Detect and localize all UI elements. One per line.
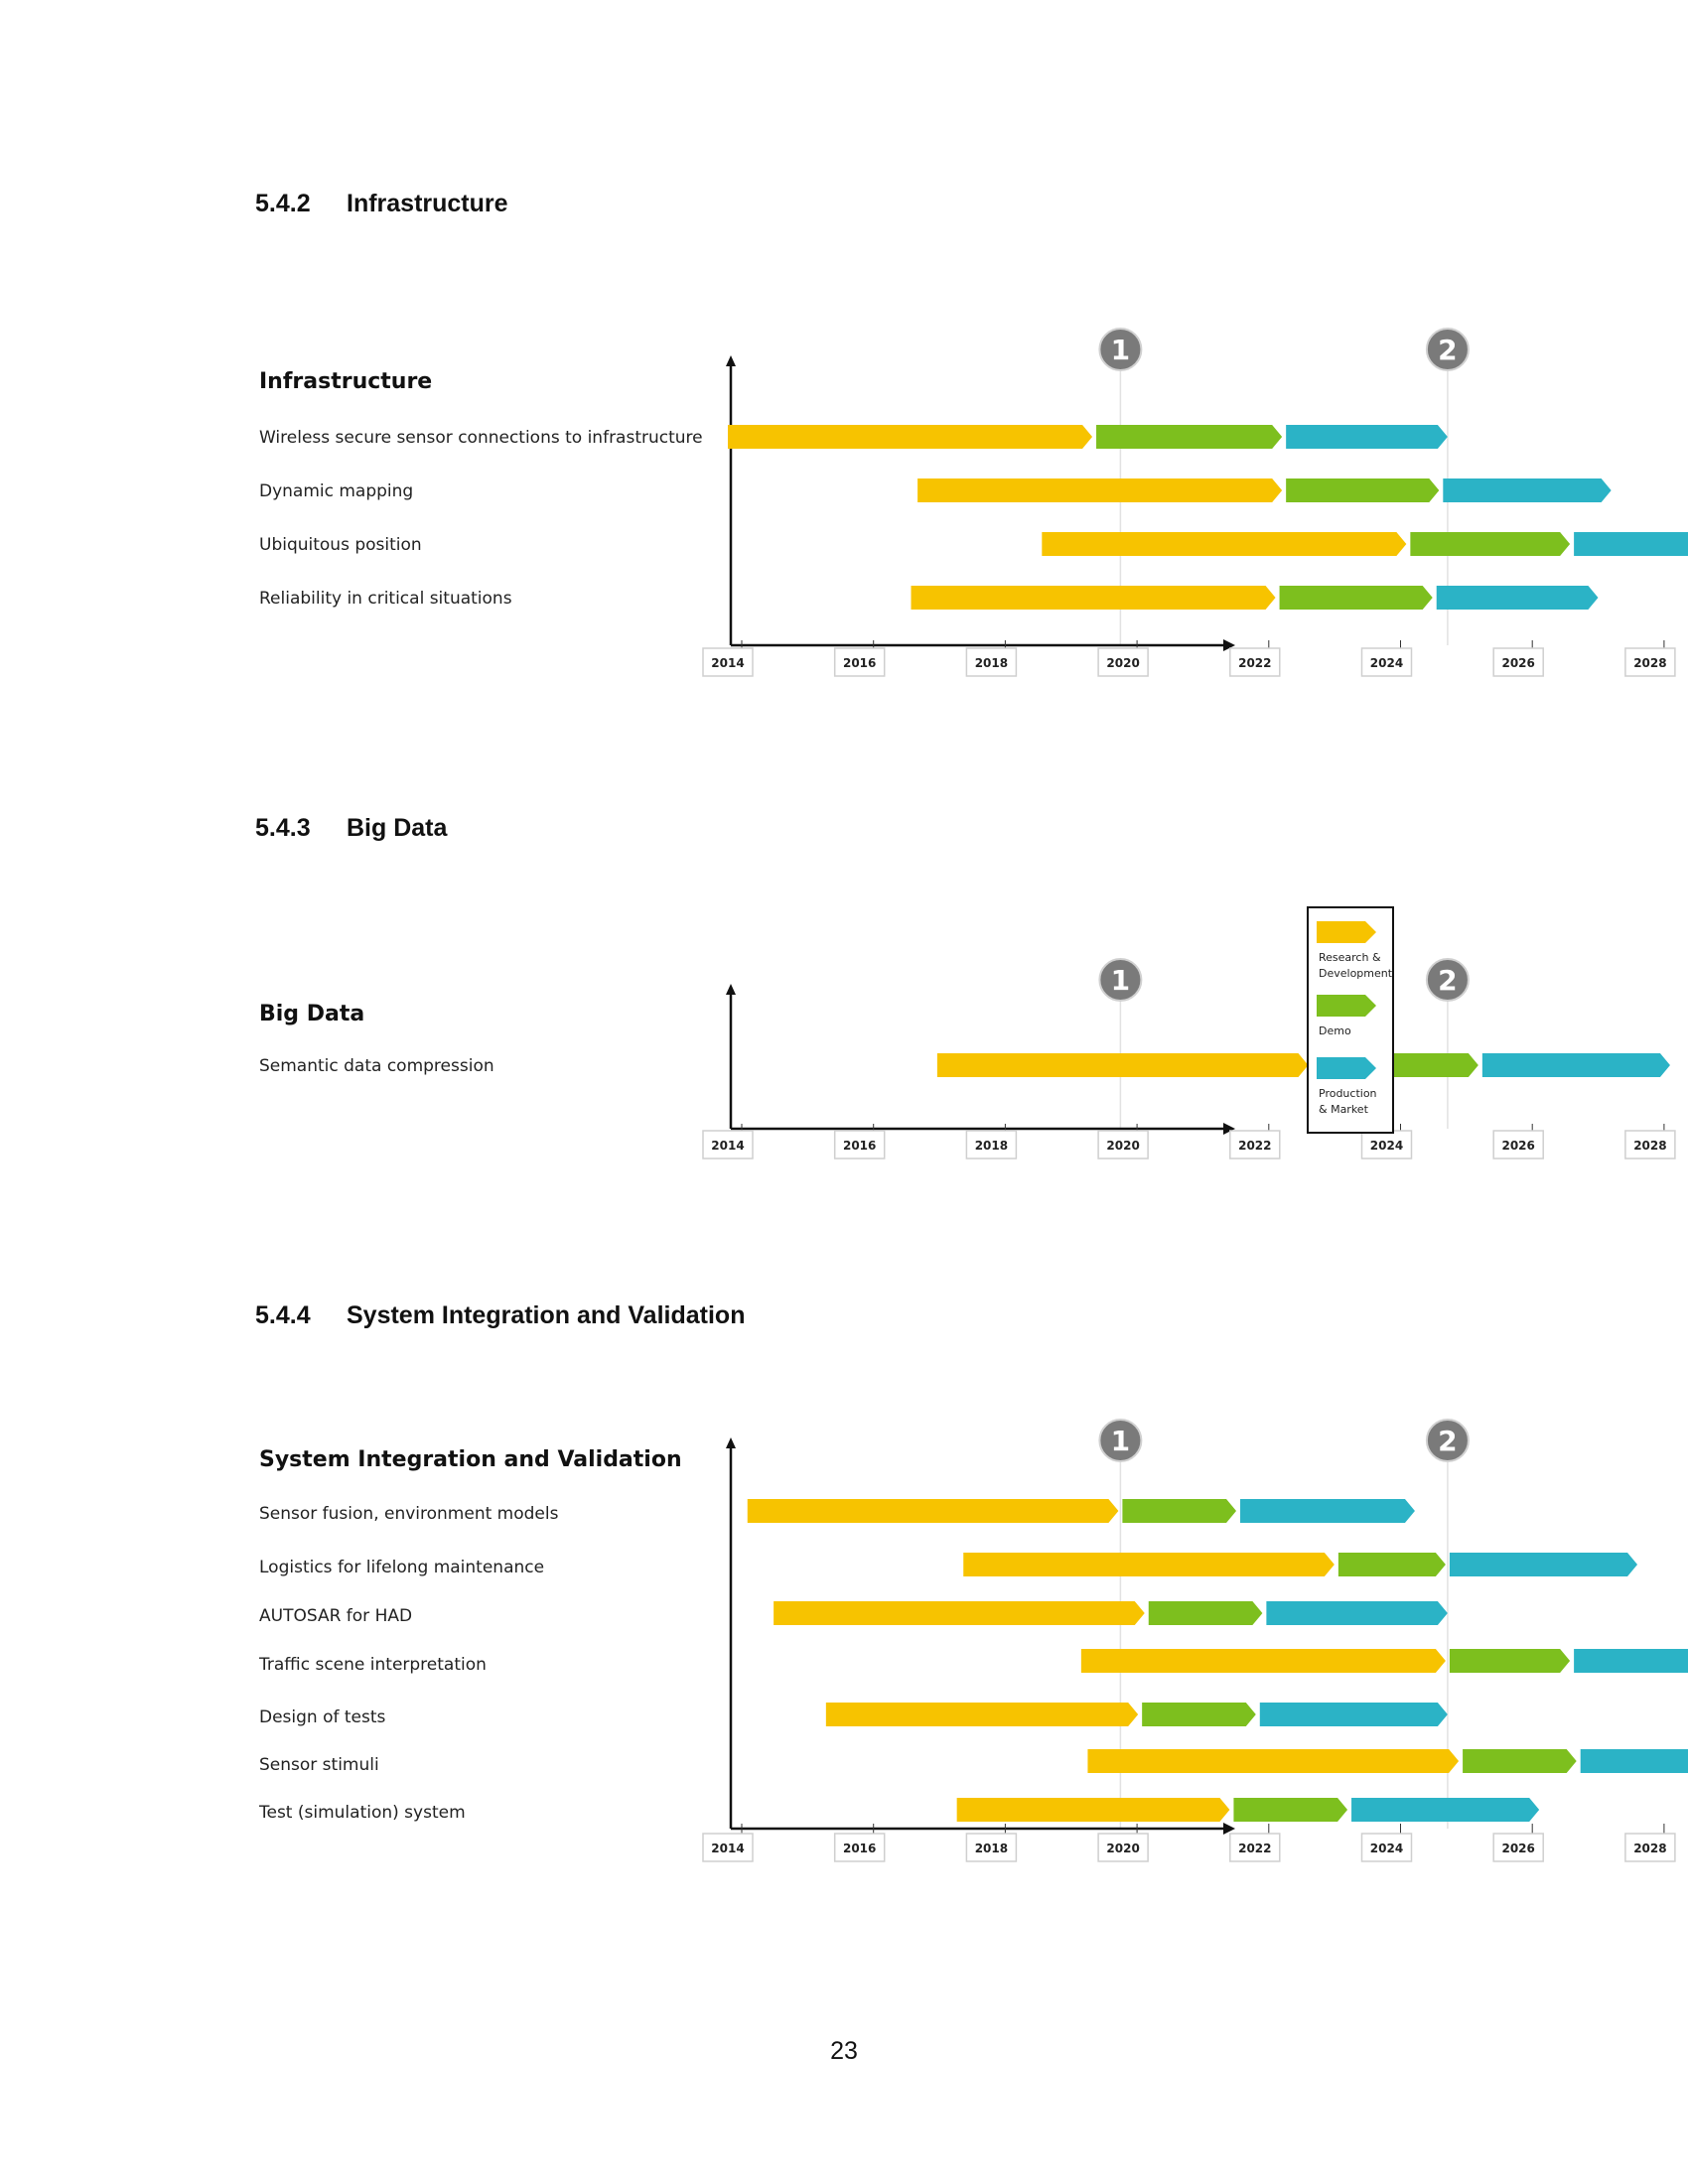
x-tick-label: 2020: [1106, 656, 1139, 670]
milestone-label: 2: [1438, 334, 1457, 366]
x-tick-label: 2018: [975, 1842, 1008, 1855]
bar-demo: [1280, 586, 1433, 610]
bar-demo: [1450, 1649, 1570, 1673]
legend-production-arrow: [1317, 1057, 1376, 1079]
bar-production: [1286, 425, 1448, 449]
milestone-label: 1: [1111, 334, 1130, 366]
bar-research: [774, 1601, 1145, 1625]
bar-demo: [1338, 1553, 1446, 1576]
bar-demo: [1122, 1499, 1236, 1523]
legend-label-research: Research & Development: [1319, 950, 1398, 982]
x-tick-label: 2026: [1501, 656, 1534, 670]
bar-production: [1351, 1798, 1539, 1822]
x-tick-label: 2014: [711, 656, 744, 670]
x-tick-label: 2022: [1238, 656, 1271, 670]
milestone-label: 2: [1438, 964, 1457, 997]
bar-production: [1482, 1053, 1670, 1077]
bar-production: [1443, 478, 1611, 502]
page-number: 23: [0, 2037, 1688, 2066]
legend-research-arrow: [1317, 921, 1376, 943]
x-axis-arrowhead: [1223, 1823, 1235, 1835]
legend-swatch-research: [1317, 921, 1376, 943]
bar-research: [963, 1553, 1335, 1576]
bar-demo: [1286, 478, 1439, 502]
bar-production: [1450, 1553, 1637, 1576]
x-tick-label: 2014: [711, 1842, 744, 1855]
bar-research: [912, 586, 1276, 610]
x-tick-label: 2024: [1370, 1842, 1403, 1855]
legend-swatch-demo: [1317, 995, 1376, 1017]
milestone-label: 1: [1111, 964, 1130, 997]
x-tick-label: 2028: [1633, 1139, 1666, 1153]
bar-production: [1240, 1499, 1415, 1523]
x-tick-label: 2020: [1106, 1139, 1139, 1153]
x-tick-label: 2026: [1501, 1139, 1534, 1153]
y-axis-arrowhead: [726, 355, 736, 366]
x-tick-label: 2018: [975, 1139, 1008, 1153]
x-tick-label: 2020: [1106, 1842, 1139, 1855]
bar-production: [1581, 1749, 1688, 1773]
x-tick-label: 2022: [1238, 1139, 1271, 1153]
bar-research: [826, 1703, 1138, 1726]
bar-research: [1087, 1749, 1459, 1773]
bar-demo: [1096, 425, 1282, 449]
x-tick-label: 2014: [711, 1139, 744, 1153]
bar-production: [1574, 1649, 1688, 1673]
bar-production: [1437, 586, 1599, 610]
bar-demo: [1142, 1703, 1256, 1726]
bar-demo: [1463, 1749, 1577, 1773]
bar-demo: [1149, 1601, 1263, 1625]
bar-research: [728, 425, 1092, 449]
x-tick-label: 2026: [1501, 1842, 1534, 1855]
legend-label-demo: Demo: [1319, 1024, 1398, 1039]
legend-demo-arrow: [1317, 995, 1376, 1017]
y-axis-arrowhead: [726, 984, 736, 995]
x-tick-label: 2024: [1370, 1139, 1403, 1153]
milestone-label: 2: [1438, 1425, 1457, 1457]
milestone-label: 1: [1111, 1425, 1130, 1457]
x-tick-label: 2016: [843, 1139, 876, 1153]
bar-production: [1260, 1703, 1448, 1726]
legend-label-production: Production & Market: [1319, 1086, 1382, 1118]
x-tick-label: 2024: [1370, 656, 1403, 670]
bar-demo: [1233, 1798, 1347, 1822]
legend-swatch-production: [1317, 1057, 1376, 1079]
y-axis-arrowhead: [726, 1437, 736, 1448]
x-tick-label: 2016: [843, 1842, 876, 1855]
x-tick-label: 2028: [1633, 656, 1666, 670]
legend: Research & Development Demo Production &…: [1307, 906, 1394, 1134]
x-tick-label: 2022: [1238, 1842, 1271, 1855]
bar-research: [748, 1499, 1119, 1523]
bar-demo: [1410, 532, 1570, 556]
bar-research: [957, 1798, 1230, 1822]
bar-production: [1574, 532, 1688, 556]
x-tick-label: 2016: [843, 656, 876, 670]
bar-research: [917, 478, 1282, 502]
bar-research: [1081, 1649, 1446, 1673]
bar-research: [1042, 532, 1406, 556]
x-tick-label: 2028: [1633, 1842, 1666, 1855]
bar-production: [1266, 1601, 1448, 1625]
x-tick-label: 2018: [975, 656, 1008, 670]
bar-research: [937, 1053, 1309, 1077]
